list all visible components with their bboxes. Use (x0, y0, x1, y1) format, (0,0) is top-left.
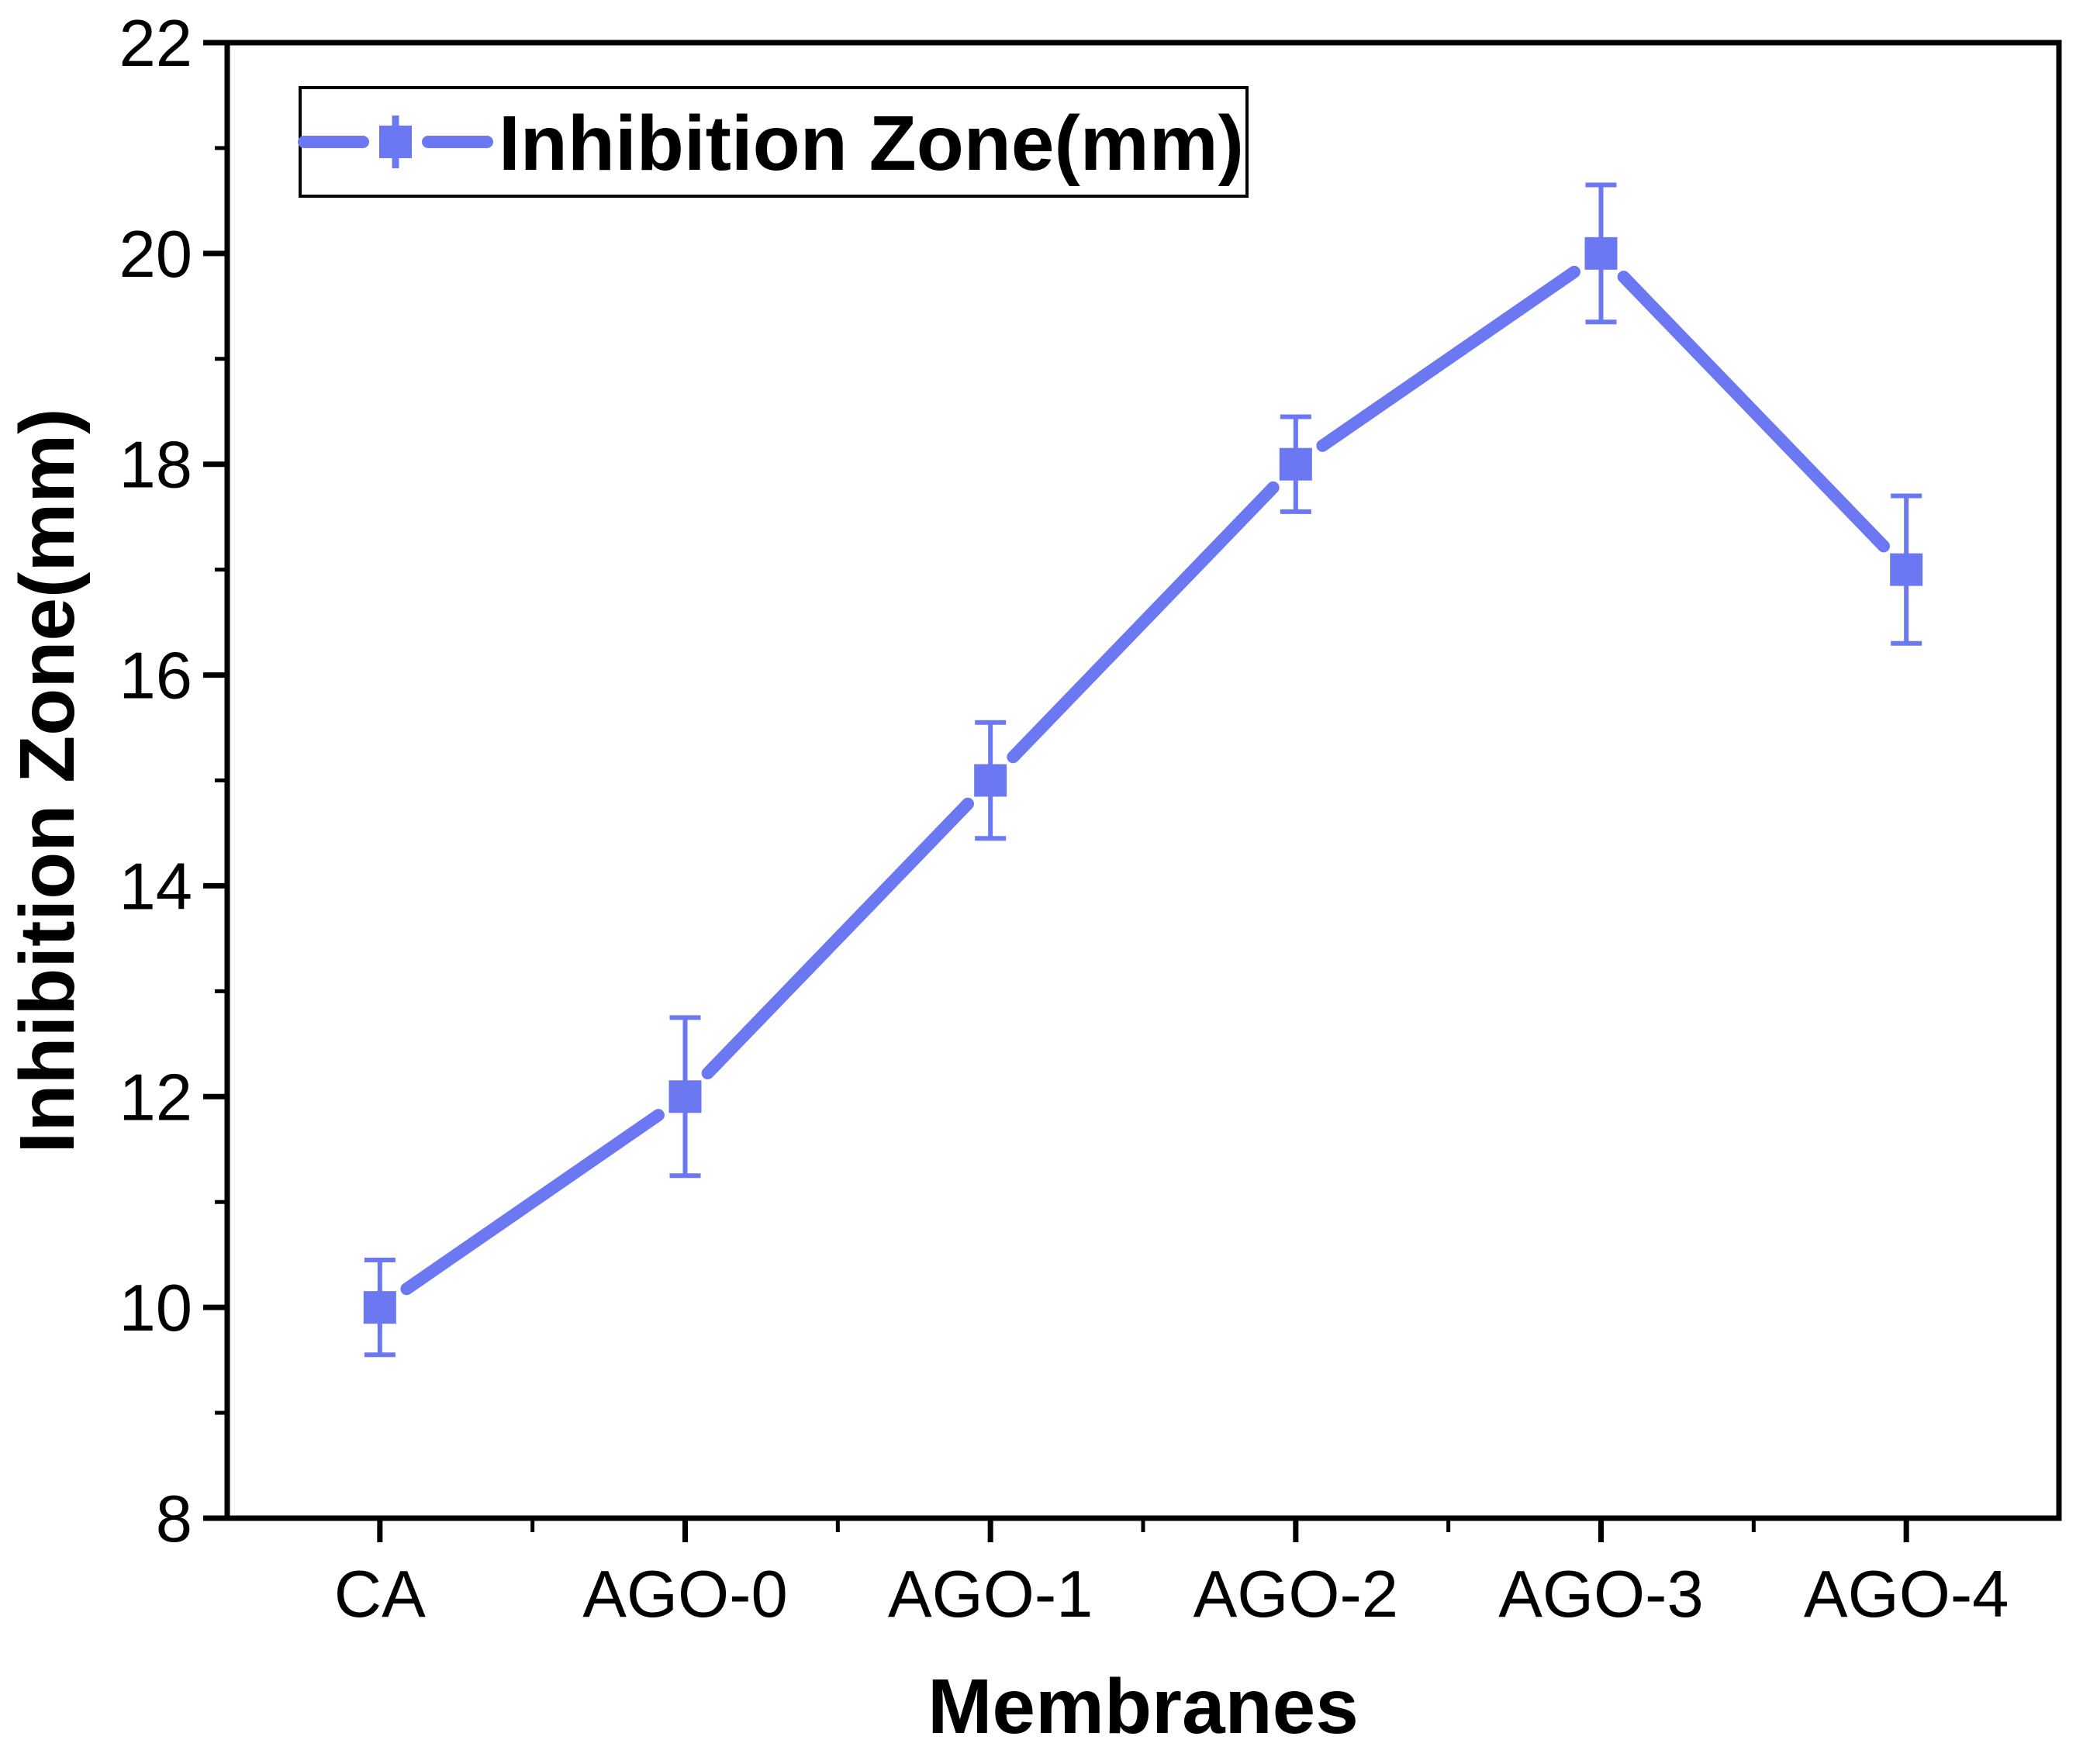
y-tick-label: 20 (119, 218, 192, 292)
data-point-marker (1279, 447, 1312, 481)
x-tick-label: AGO-0 (582, 1558, 788, 1631)
legend: Inhibition Zone(mm) (298, 86, 1249, 198)
data-point-marker (668, 1080, 702, 1113)
data-series (363, 182, 1923, 1358)
y-tick-label: 16 (119, 640, 192, 713)
x-tick-label: AGO-3 (1498, 1558, 1704, 1631)
y-axis-title: Inhibition Zone(mm) (4, 409, 91, 1154)
y-tick-label: 8 (156, 1483, 192, 1556)
legend-square-marker-icon (379, 126, 412, 158)
x-tick-label: AGO-1 (888, 1558, 1093, 1631)
data-point-marker (974, 764, 1007, 797)
tick-labels: 8 10 12 14 16 18 20 22 CA AGO-0 AGO-1 AGO-2 AGO-3 AGO… (119, 7, 2009, 1631)
y-tick-label: 14 (119, 850, 192, 923)
axis-ticks (203, 40, 1909, 1542)
y-tick-label: 12 (119, 1061, 192, 1134)
x-tick-label: AGO-2 (1193, 1558, 1399, 1631)
y-tick-label: 10 (119, 1272, 192, 1345)
x-tick-label: AGO-4 (1804, 1558, 2009, 1631)
line-segment (1617, 271, 1890, 553)
x-tick-label: CA (334, 1558, 426, 1631)
x-axis-title: Membranes (928, 1663, 1359, 1750)
line-segment (400, 1109, 665, 1296)
line-segment (1316, 265, 1580, 452)
data-point-marker (363, 1291, 396, 1324)
y-tick-label: 18 (119, 429, 192, 502)
line-segment (701, 797, 974, 1080)
line-segment (1007, 481, 1280, 764)
plot-frame (224, 40, 2062, 1521)
data-point-marker (1584, 236, 1618, 270)
data-point-marker (1890, 553, 1923, 586)
y-tick-label: 22 (119, 7, 192, 81)
legend-label: Inhibition Zone(mm) (499, 100, 1244, 187)
